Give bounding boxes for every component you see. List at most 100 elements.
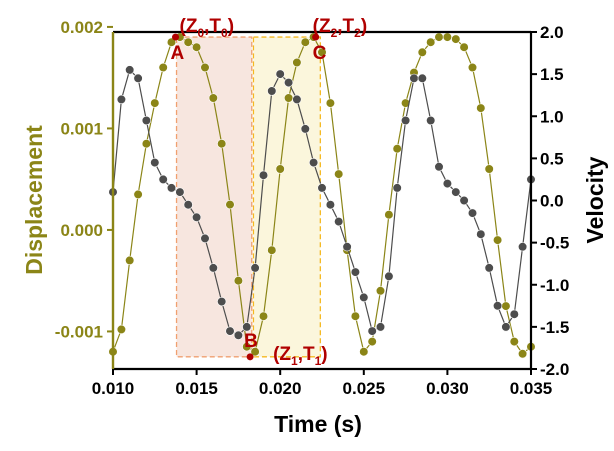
velocity-point xyxy=(451,187,461,197)
annotation-letter-c: C xyxy=(313,43,327,64)
y-axis-title-left: Displacement xyxy=(21,125,47,275)
y-tick-label-right: -2.0 xyxy=(540,360,569,379)
displacement-point xyxy=(476,103,486,113)
tick-marks: 0.010 0.015 0.020 0.025 0.030 0.035-0.0010.00… xyxy=(55,18,570,398)
velocity-point xyxy=(517,242,528,252)
velocity-point xyxy=(300,124,310,134)
velocity-point xyxy=(183,200,193,210)
displacement-point xyxy=(275,164,285,174)
displacement-point xyxy=(125,255,135,266)
displacement-point xyxy=(517,349,528,359)
velocity-point xyxy=(217,297,227,307)
highlight-boxes xyxy=(175,36,321,358)
velocity-point xyxy=(175,187,185,197)
velocity-point xyxy=(317,183,327,193)
annotation-coord-a: (Z0,T0) xyxy=(180,16,235,40)
displacement-point xyxy=(334,169,344,179)
displacement-point xyxy=(183,37,193,47)
displacement-point xyxy=(150,98,160,108)
annotations: A (Z0,T0) B (Z1,T1) C (Z2,T2) xyxy=(171,16,368,368)
series-velocity xyxy=(108,65,536,340)
velocity-point xyxy=(166,183,177,193)
velocity-point xyxy=(409,73,419,83)
displacement-point xyxy=(501,301,511,311)
velocity-point xyxy=(116,94,126,104)
displacement-point xyxy=(225,200,235,210)
displacement-point xyxy=(442,32,453,42)
series-layer xyxy=(108,32,536,359)
velocity-point xyxy=(467,208,478,218)
displacement-point xyxy=(133,189,143,199)
y-tick-label-left: 0.001 xyxy=(60,119,103,138)
velocity-point xyxy=(484,263,494,273)
y-axis-title-right: Velocity xyxy=(582,156,608,243)
velocity-point xyxy=(309,158,319,168)
x-tick-label: 0.015 xyxy=(175,379,218,398)
y-tick-label-right: -1.5 xyxy=(540,318,569,337)
velocity-point xyxy=(350,267,361,277)
velocity-point xyxy=(359,292,369,303)
x-tick-label: 0.010 xyxy=(92,379,135,398)
velocity-point xyxy=(384,271,394,281)
displacement-point xyxy=(284,93,294,103)
displacement-point xyxy=(233,276,243,286)
displacement-point xyxy=(459,42,469,52)
displacement-point xyxy=(426,37,436,47)
velocity-point xyxy=(192,212,202,222)
velocity-point xyxy=(275,69,285,79)
displacement-line xyxy=(112,36,532,355)
highlight-box-1 xyxy=(175,36,253,358)
x-axis-title: Time (s) xyxy=(274,411,362,437)
y-tick-label-left: 0.000 xyxy=(60,221,103,240)
x-tick-label: 0.025 xyxy=(343,379,386,398)
displacement-point xyxy=(242,342,252,352)
velocity-point xyxy=(392,183,402,193)
velocity-point xyxy=(158,174,168,184)
displacement-point xyxy=(401,98,411,108)
displacement-point xyxy=(250,347,260,357)
annotation-coord-b: (Z1,T1) xyxy=(273,344,328,368)
x-tick-label: 0.035 xyxy=(510,379,553,398)
velocity-point xyxy=(141,115,151,126)
displacement-point xyxy=(292,57,302,68)
displacement-point xyxy=(375,286,386,296)
annotation-letter-a: A xyxy=(171,43,185,64)
velocity-point xyxy=(334,217,344,227)
y-tick-label-right: 1.0 xyxy=(540,107,564,126)
velocity-point xyxy=(426,115,436,126)
velocity-point xyxy=(200,233,210,243)
displacement-point xyxy=(509,337,519,347)
displacement-point xyxy=(467,62,478,73)
velocity-point xyxy=(459,195,469,206)
velocity-point xyxy=(509,309,519,319)
velocity-point xyxy=(225,326,235,336)
y-tick-label-left: -0.001 xyxy=(55,322,103,341)
velocity-point xyxy=(342,242,352,252)
series-displacement xyxy=(108,32,536,359)
displacement-point xyxy=(258,311,269,321)
displacement-point xyxy=(350,311,361,321)
velocity-point xyxy=(150,158,160,168)
velocity-point xyxy=(367,326,377,336)
displacement-point xyxy=(116,324,126,335)
velocity-point xyxy=(375,322,386,332)
velocity-line xyxy=(112,68,532,337)
annotation-point-a xyxy=(172,33,180,41)
velocity-point xyxy=(233,330,243,340)
displacement-point xyxy=(392,144,402,154)
velocity-point xyxy=(401,115,411,126)
velocity-point xyxy=(501,322,511,332)
velocity-point xyxy=(417,73,427,83)
velocity-point xyxy=(476,229,486,239)
y-tick-label-right: 1.5 xyxy=(540,65,564,84)
velocity-point xyxy=(325,200,336,210)
displacement-point xyxy=(141,139,151,149)
displacement-point xyxy=(158,62,168,73)
velocity-point xyxy=(284,77,294,88)
displacement-point xyxy=(317,47,327,57)
displacement-point xyxy=(417,47,427,57)
velocity-point xyxy=(242,322,252,332)
displacement-point xyxy=(359,347,369,357)
x-tick-label: 0.020 xyxy=(259,379,302,398)
